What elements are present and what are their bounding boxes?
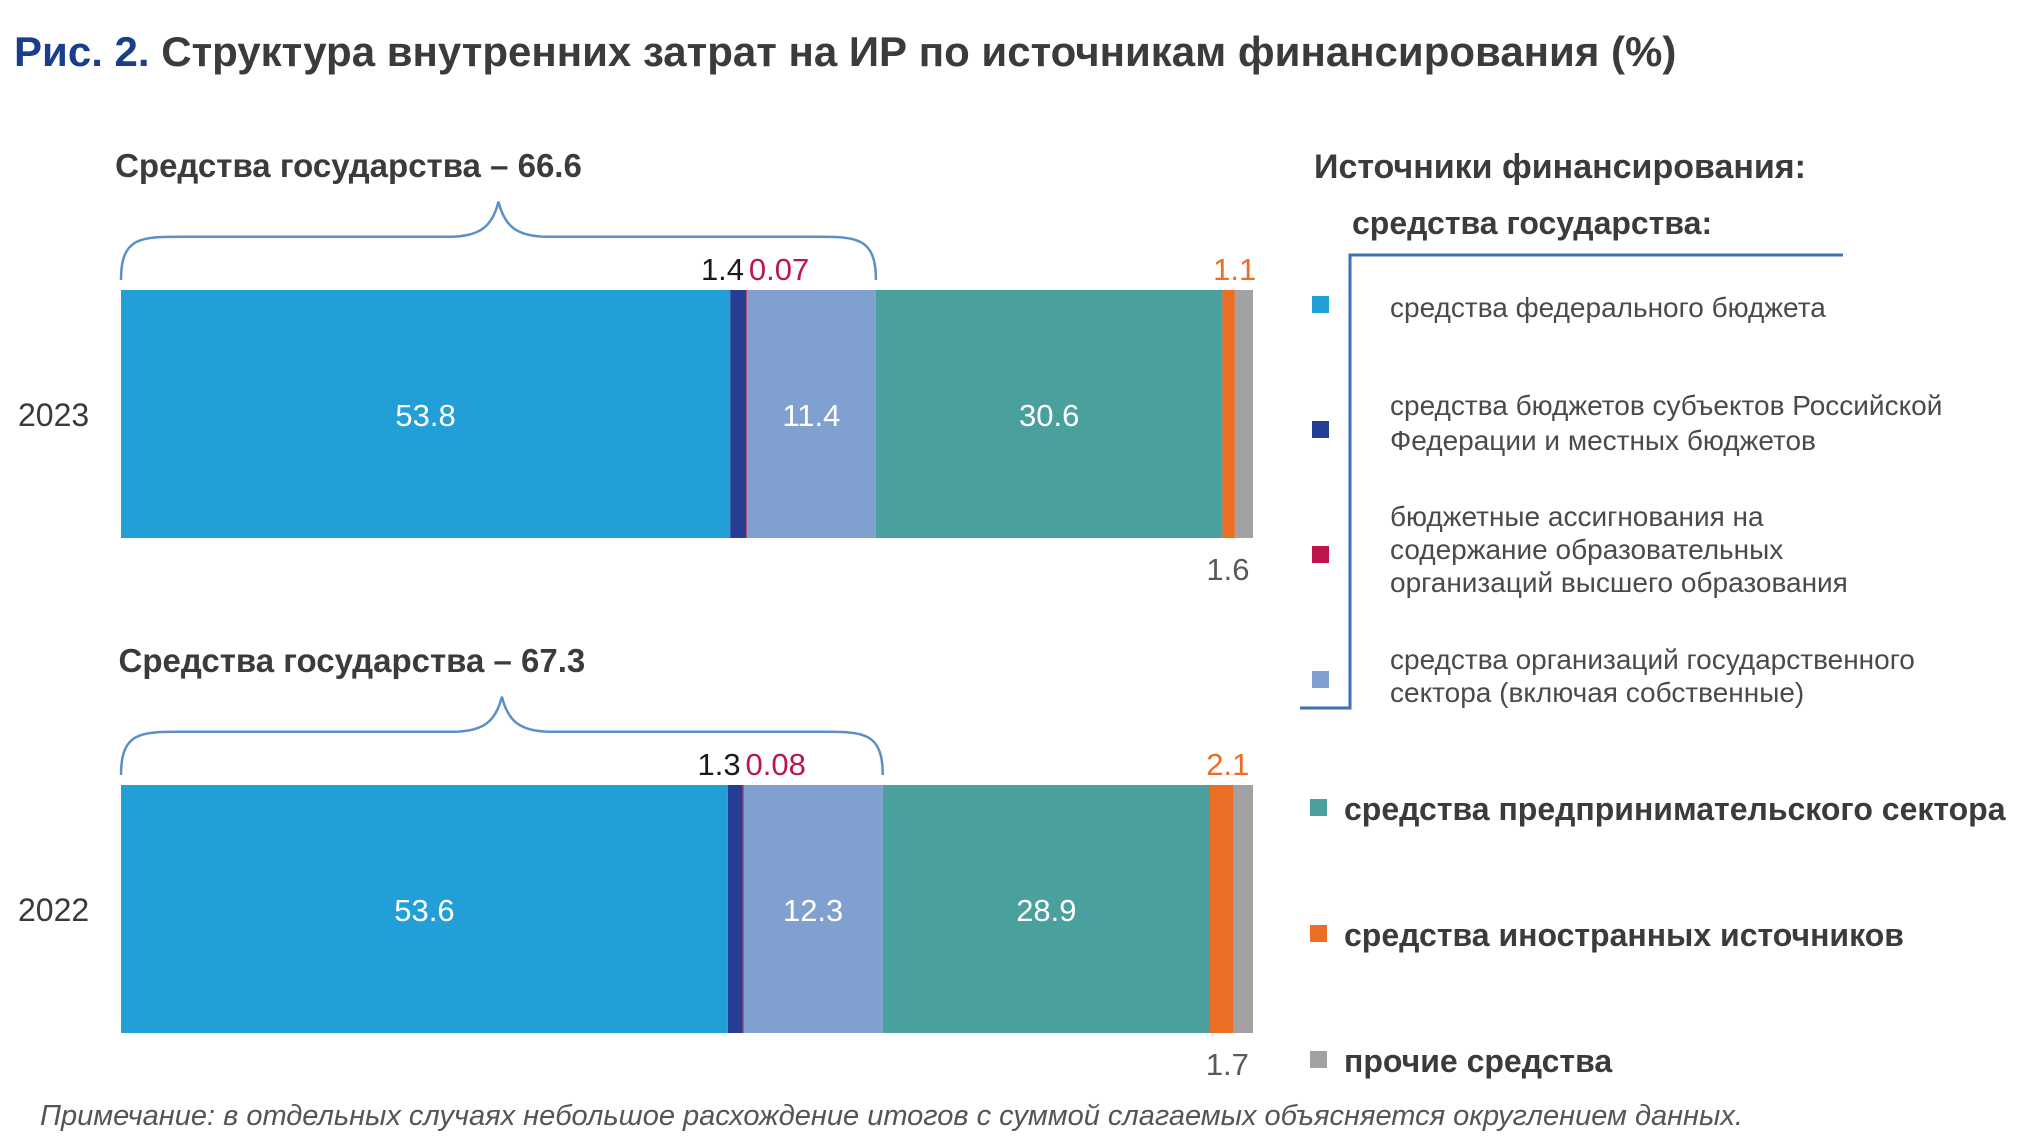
stacked-bar-chart: 2023 53.8 11.4 30.6 1.4 0.07 1.1 1.6 Средства го… <box>18 147 2006 1082</box>
bar-segment <box>875 290 1223 538</box>
bar-segment <box>121 290 731 538</box>
figure-number: Рис. 2. <box>14 28 150 75</box>
data-label: 30.6 <box>1019 398 1079 433</box>
data-label: 12.3 <box>783 893 843 928</box>
legend-label: средства бюджетов субъектов Российской Фе… <box>1390 390 1942 456</box>
category-label-2022: 2022 <box>18 892 89 928</box>
legend-swatch <box>1310 1051 1327 1068</box>
figure-title: Структура внутренних затрат на ИР по ист… <box>161 28 1677 75</box>
bar-segment <box>743 785 883 1033</box>
data-label: 0.08 <box>745 747 805 782</box>
legend-swatch <box>1312 296 1329 313</box>
bar-segment <box>1233 785 1253 1033</box>
legend-label: средства предпринимательского сектора <box>1344 791 2006 827</box>
legend-label-line: Федерации и местных бюджетов <box>1390 425 1816 456</box>
legend-title: Источники финансирования: <box>1314 148 1806 186</box>
data-label: 1.4 <box>701 252 744 287</box>
data-label: 1.3 <box>697 747 740 782</box>
legend-swatch <box>1312 546 1329 563</box>
data-label: 1.1 <box>1213 252 1256 287</box>
legend-swatch <box>1312 421 1329 438</box>
legend-label-line: средства организаций государственного <box>1390 644 1915 675</box>
legend-label-line: средства бюджетов субъектов Российской <box>1390 390 1942 421</box>
bar-segment <box>1209 785 1234 1033</box>
legend-swatch <box>1310 799 1327 816</box>
bar-segment <box>727 785 743 1033</box>
government-brace <box>119 201 878 281</box>
data-label: 0.07 <box>749 252 809 287</box>
category-label-2023: 2023 <box>18 397 89 433</box>
data-label: 1.7 <box>1206 1047 1249 1082</box>
legend-label: бюджетные ассигнования на содержание обра… <box>1390 501 1848 598</box>
legend-label: средства организаций государственного сек… <box>1390 644 1915 708</box>
data-label: 11.4 <box>782 398 840 433</box>
legend-swatch <box>1310 925 1327 942</box>
legend-label: средства иностранных источников <box>1344 917 1904 953</box>
data-label: 53.8 <box>395 398 455 433</box>
legend-label-line: содержание образовательных <box>1390 534 1783 565</box>
legend-label: средства федерального бюджета <box>1390 292 1826 323</box>
data-label: 1.6 <box>1206 552 1249 587</box>
legend-swatch <box>1312 671 1329 688</box>
legend-group-title: средства государства: <box>1352 205 1712 241</box>
bar-segment <box>882 785 1210 1033</box>
page-title: Рис. 2. Структура внутренних затрат на И… <box>14 28 1676 76</box>
legend-label-line: организаций высшего образования <box>1390 567 1848 598</box>
legend-label-line: сектора (включая собственные) <box>1390 677 1804 708</box>
data-label: 53.6 <box>394 893 454 928</box>
government-brace <box>119 696 885 776</box>
legend-group-bracket <box>1300 253 1843 710</box>
bar-segment <box>746 290 876 538</box>
bar-segment <box>1222 290 1235 538</box>
legend-label: прочие средства <box>1344 1043 1612 1079</box>
government-total-label: Средства государства – 66.6 <box>115 147 582 184</box>
footnote: Примечание: в отдельных случаях небольшо… <box>40 1100 1743 1132</box>
bar-segment <box>746 290 747 538</box>
data-label: 28.9 <box>1016 893 1076 928</box>
government-total-label: Средства государства – 67.3 <box>118 642 585 679</box>
data-label: 2.1 <box>1206 747 1249 782</box>
bar-segment <box>730 290 747 538</box>
legend-label-line: бюджетные ассигнования на <box>1390 501 1764 532</box>
bar-segment <box>1234 290 1253 538</box>
bar-segment <box>742 785 744 1033</box>
bar-segment <box>121 785 728 1033</box>
